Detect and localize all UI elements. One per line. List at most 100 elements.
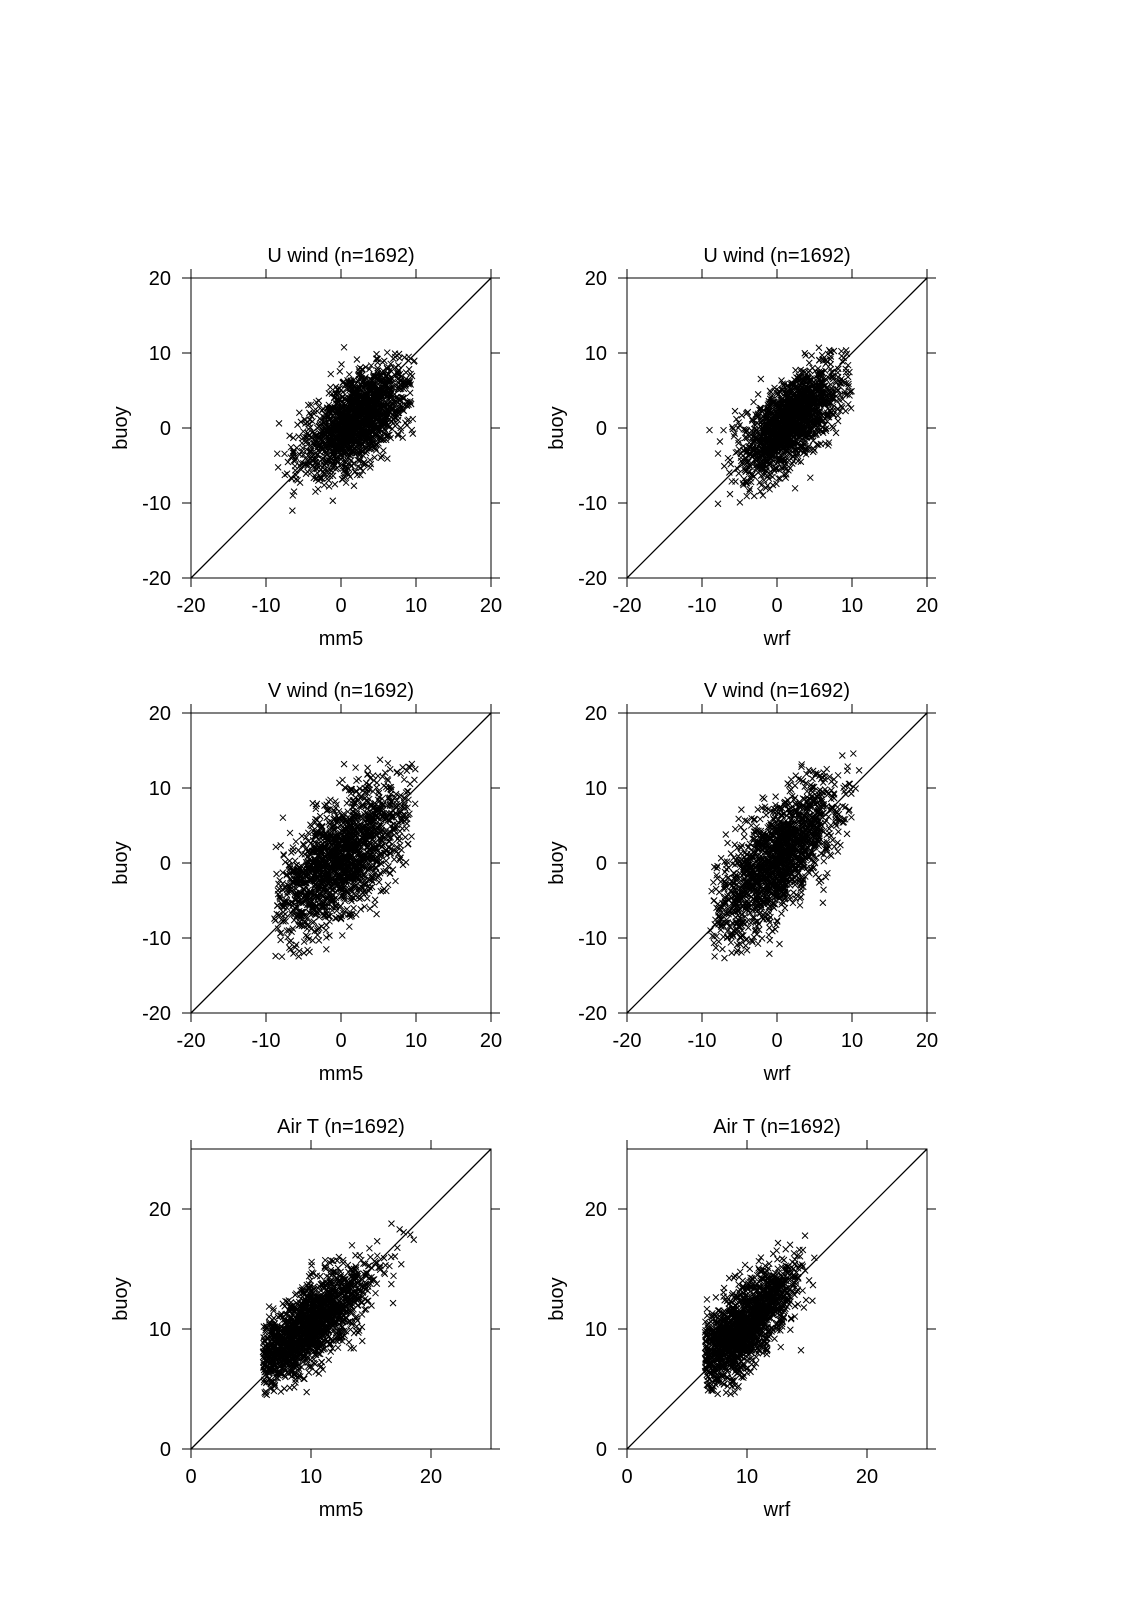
data-point [340, 343, 348, 351]
data-point [281, 471, 289, 479]
x-tick-label: -20 [177, 595, 206, 617]
data-point [274, 464, 282, 471]
data-point [352, 911, 360, 919]
y-tick-label: -10 [578, 493, 607, 515]
scatter-points [271, 756, 419, 961]
data-point [727, 460, 735, 468]
data-point [844, 400, 852, 408]
x-tick-label: -10 [252, 595, 281, 617]
data-point [309, 418, 316, 425]
data-point [366, 905, 374, 912]
data-point [380, 447, 387, 454]
data-point [277, 842, 285, 849]
data-point [322, 945, 330, 953]
data-point [750, 398, 757, 406]
data-point [392, 877, 399, 885]
y-tick-label: -20 [142, 568, 171, 590]
data-point [277, 936, 285, 944]
y-tick-label: 0 [596, 418, 607, 440]
x-axis-label: wrf [763, 628, 791, 650]
data-point [406, 389, 414, 397]
data-point [292, 471, 300, 479]
data-point [405, 353, 413, 361]
data-point [368, 440, 376, 448]
data-point [367, 460, 375, 468]
y-tick-label: 10 [149, 778, 171, 800]
y-axis-label: buoy [110, 841, 132, 884]
data-point [378, 452, 386, 460]
data-point [285, 944, 293, 952]
data-point [716, 438, 724, 445]
panel-title: U wind (n=1692) [703, 245, 850, 267]
y-axis-label: buoy [110, 406, 132, 449]
data-point [279, 814, 287, 822]
data-point [409, 415, 417, 423]
data-point [336, 368, 344, 375]
data-point [847, 404, 855, 412]
data-point [339, 379, 347, 387]
data-point [844, 373, 852, 381]
data-point [735, 469, 743, 477]
y-tick-label: -10 [142, 493, 171, 515]
data-point [315, 423, 323, 431]
y-tick-label: -20 [142, 1003, 171, 1025]
data-point [757, 375, 765, 383]
data-point [373, 350, 380, 358]
data-point [366, 456, 374, 464]
data-point [731, 407, 739, 415]
data-point [289, 492, 297, 499]
y-tick-label: -10 [142, 928, 171, 950]
y-tick-label: 20 [149, 703, 171, 725]
data-point [345, 371, 353, 378]
data-point [311, 458, 319, 466]
data-point [738, 412, 746, 419]
data-point [834, 417, 842, 425]
data-point [315, 937, 323, 944]
data-point [809, 364, 816, 372]
data-point [327, 370, 335, 378]
y-tick-label: 10 [585, 343, 607, 365]
data-point [363, 895, 371, 902]
data-point [334, 386, 342, 393]
data-point [374, 355, 382, 363]
x-tick-label: 10 [405, 595, 427, 617]
data-point [404, 840, 412, 848]
panel-title: U wind (n=1692) [267, 245, 414, 267]
data-point [754, 390, 762, 398]
data-point [350, 482, 358, 490]
data-point [295, 409, 303, 417]
panel-title: V wind (n=1692) [268, 680, 414, 702]
data-point [296, 479, 304, 486]
data-point [325, 798, 332, 806]
data-point [299, 459, 307, 467]
data-point [400, 385, 408, 393]
data-point [373, 910, 380, 918]
data-point [374, 367, 381, 374]
data-point [736, 499, 744, 506]
panel-u-wind-mm5: U wind (n=1692) mm5 buoy -20 -10 0 10 20-20-… [110, 245, 502, 650]
data-point [411, 776, 418, 784]
data-point [343, 799, 351, 807]
data-point [385, 364, 393, 371]
data-point [297, 418, 305, 426]
scatter-points [706, 344, 855, 508]
data-point [318, 923, 325, 930]
data-point [309, 799, 317, 807]
data-point [298, 850, 306, 858]
data-point [725, 469, 733, 476]
data-point [273, 450, 281, 458]
data-point [411, 765, 419, 773]
data-point [289, 844, 297, 851]
data-point [714, 450, 722, 457]
data-point [295, 433, 303, 440]
data-point [375, 439, 382, 447]
x-tick-label: -10 [252, 1030, 281, 1052]
data-point [295, 846, 302, 854]
data-point [838, 352, 845, 360]
data-point [732, 478, 739, 485]
data-point [325, 389, 333, 397]
x-tick-label: 0 [335, 1030, 346, 1052]
data-point [346, 473, 354, 481]
data-point [301, 851, 309, 858]
x-tick-label: -10 [688, 595, 717, 617]
